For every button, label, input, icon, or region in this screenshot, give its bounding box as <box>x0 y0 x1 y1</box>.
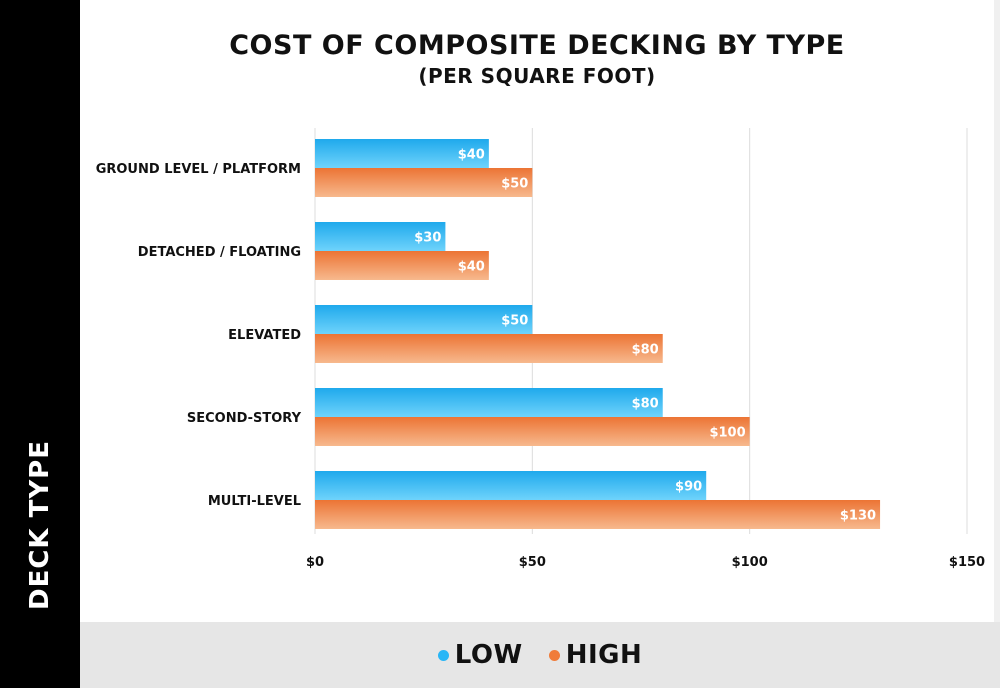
data-label: $50 <box>501 314 528 329</box>
chart-subtitle: (PER SQUARE FOOT) <box>418 64 656 88</box>
data-label: $130 <box>840 509 876 524</box>
legend-label-high: HIGH <box>565 640 643 670</box>
data-label: $80 <box>632 397 659 412</box>
bar-low <box>315 388 663 417</box>
bar-high <box>315 417 750 446</box>
category-label: MULTI-LEVEL <box>208 494 301 509</box>
data-label: $40 <box>458 260 485 275</box>
bar-high <box>315 334 663 363</box>
bar-low <box>315 139 489 168</box>
legend-label-low: LOW <box>454 640 523 670</box>
right-strip <box>994 0 1000 688</box>
data-label: $50 <box>501 177 528 192</box>
data-label: $30 <box>414 231 441 246</box>
bar-low <box>315 471 707 500</box>
legend: LOW HIGH <box>80 622 1000 688</box>
legend-dot-high <box>548 649 560 661</box>
category-label: SECOND-STORY <box>187 411 302 426</box>
x-tick-label: $0 <box>306 555 324 570</box>
bar-high <box>315 251 489 280</box>
label-layer: $0 $50 $100 $150 GROUND LEVEL / PLATFORM $40 $… <box>96 148 985 571</box>
bar-layer <box>315 139 881 529</box>
category-label: DETACHED / FLOATING <box>138 245 301 260</box>
data-label: $40 <box>458 148 485 163</box>
bar-low <box>315 222 446 251</box>
x-tick-label: $150 <box>949 555 985 570</box>
side-band: DECK TYPE <box>0 0 80 688</box>
bar-high <box>315 500 881 529</box>
bar-low <box>315 305 533 334</box>
legend-item-low: LOW <box>437 640 523 670</box>
chart-title: COST OF COMPOSITE DECKING BY TYPE <box>229 30 845 61</box>
data-label: $90 <box>675 480 702 495</box>
legend-band: LOW HIGH <box>80 622 1000 688</box>
category-label: GROUND LEVEL / PLATFORM <box>96 162 301 177</box>
legend-dot-low <box>437 649 449 661</box>
data-label: $80 <box>632 343 659 358</box>
category-label: ELEVATED <box>228 328 301 343</box>
legend-item-high: HIGH <box>548 640 643 670</box>
x-tick-label: $100 <box>732 555 768 570</box>
x-tick-label: $50 <box>519 555 546 570</box>
data-label: $100 <box>709 426 745 441</box>
bar-high <box>315 168 533 197</box>
